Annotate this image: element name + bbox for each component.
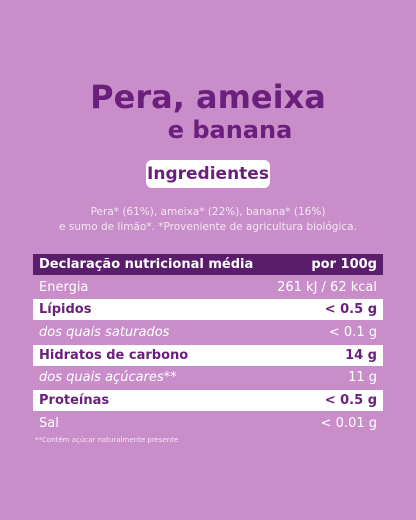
value-cell: < 0.5 g [324, 302, 377, 318]
nutrition-table: Declaração nutricional média por 100g En… [33, 254, 383, 436]
table-row: Hidratos de carbono 14 g [33, 344, 383, 366]
label-cell: Proteínas [39, 393, 110, 409]
badge: Ingredientes [146, 160, 270, 188]
ingredients-text: Pera* (61%), ameixa* (22%), banana* (16%… [90, 206, 326, 218]
subtitle: e banana [167, 116, 293, 144]
ingredients-text: e sumo de limão*. *Proveniente de agricu… [59, 221, 357, 233]
value-cell: < 0.01 g [320, 415, 377, 431]
label-cell: Lípidos [39, 302, 92, 318]
header-cell: Declaração nutricional média [39, 257, 254, 272]
table-row: Lípidos < 0.5 g [33, 299, 383, 321]
table-row: dos quais saturados < 0.1 g [33, 322, 383, 343]
table-row: dos quais açúcares** 11 g [33, 367, 383, 388]
value-cell: 14 g [345, 347, 377, 363]
value-cell: < 0.1 g [328, 325, 377, 341]
table-row: Sal < 0.01 g [33, 413, 383, 434]
label-cell: Hidratos de carbono [39, 347, 189, 363]
footnote: **Contém açúcar naturalmente presente [35, 436, 179, 444]
table-header: Declaração nutricional média por 100g [33, 254, 383, 275]
title: Pera, ameixa [90, 78, 326, 116]
table-row: Proteínas < 0.5 g [33, 390, 383, 412]
value-cell: < 0.5 g [324, 393, 377, 409]
label-cell: dos quais saturados [39, 325, 170, 341]
header-cell: por 100g [311, 257, 377, 272]
label-cell: Energia [39, 279, 89, 295]
label-cell: Sal [39, 415, 59, 431]
table-row: Energia 261 kJ / 62 kcal [33, 277, 383, 298]
value-cell: 261 kJ / 62 kcal [277, 279, 377, 295]
value-cell: 11 g [348, 370, 377, 386]
label-cell: dos quais açúcares** [39, 370, 177, 386]
